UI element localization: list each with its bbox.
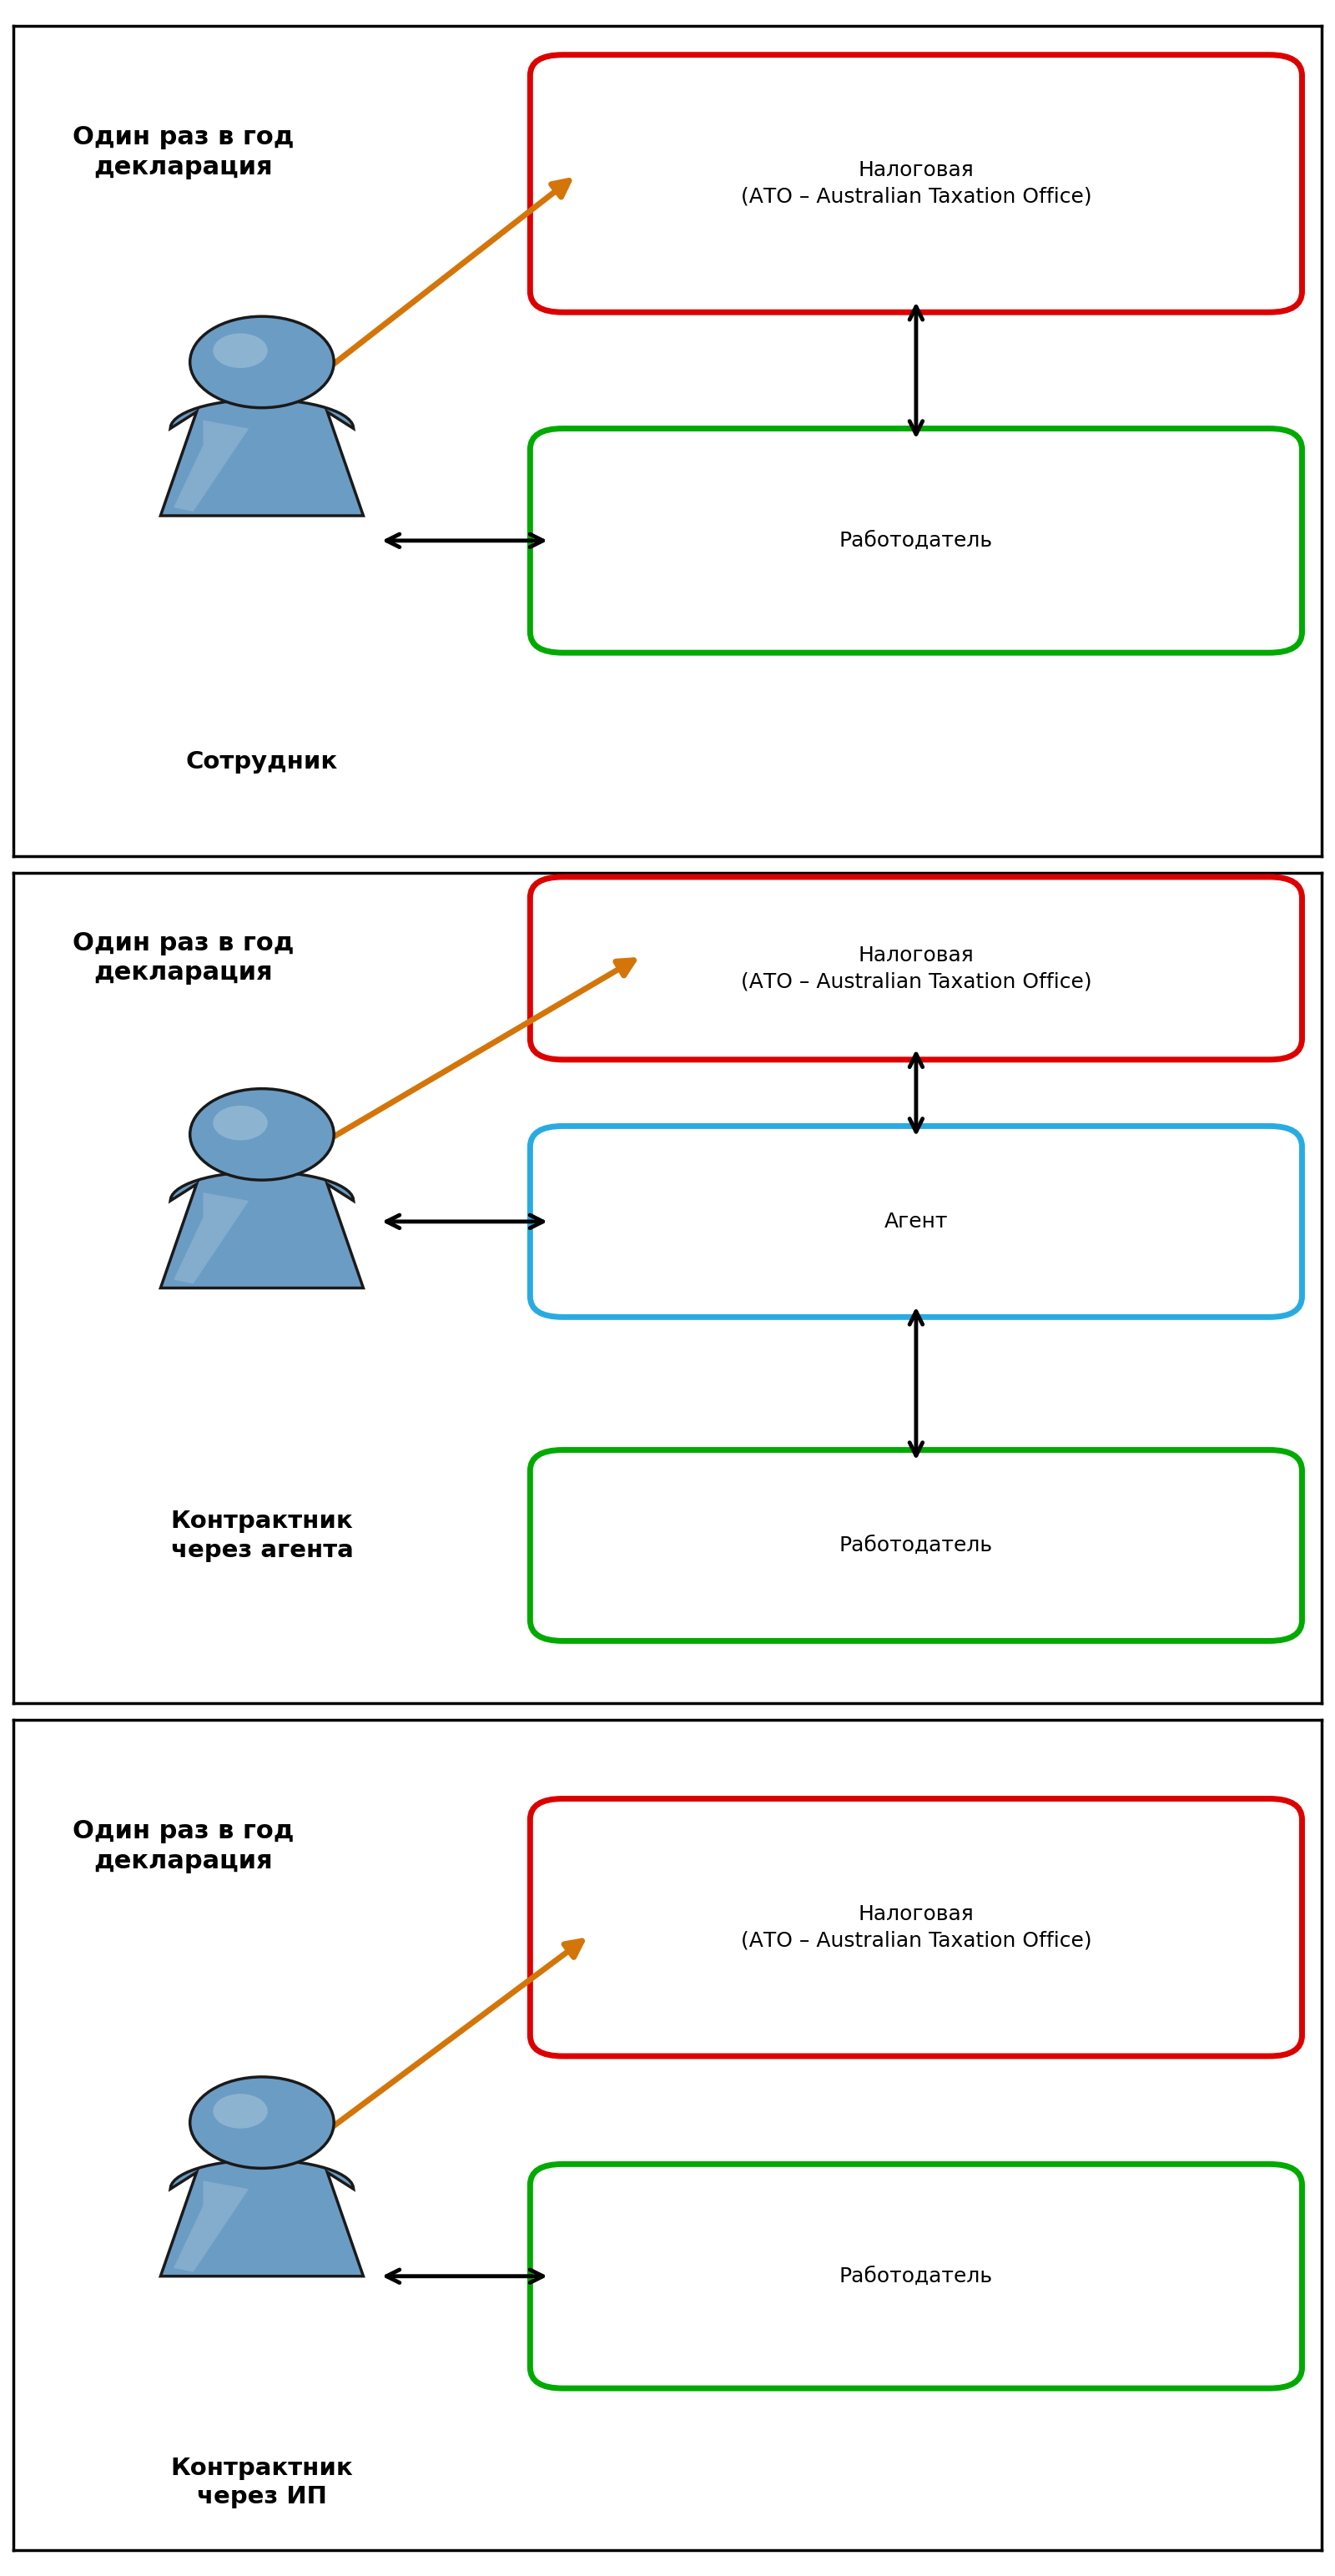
Text: Налоговая
(АТО – Australian Taxation Office): Налоговая (АТО – Australian Taxation Off…	[741, 160, 1092, 206]
Circle shape	[214, 1105, 268, 1141]
Polygon shape	[174, 1193, 248, 1283]
Circle shape	[214, 2094, 268, 2128]
FancyBboxPatch shape	[530, 54, 1302, 312]
Text: Работодатель: Работодатель	[840, 1535, 993, 1556]
Text: Работодатель: Работодатель	[840, 531, 993, 551]
Text: Контрактник
через ИП: Контрактник через ИП	[171, 2458, 354, 2509]
FancyBboxPatch shape	[530, 1126, 1302, 1316]
Text: Налоговая
(АТО – Australian Taxation Office): Налоговая (АТО – Australian Taxation Off…	[741, 1904, 1092, 1950]
Text: Контрактник
через агента: Контрактник через агента	[171, 1510, 354, 1561]
Text: Работодатель: Работодатель	[840, 2267, 993, 2287]
Polygon shape	[160, 2159, 363, 2277]
Circle shape	[190, 2076, 334, 2169]
FancyBboxPatch shape	[530, 2164, 1302, 2388]
FancyBboxPatch shape	[530, 1450, 1302, 1641]
Polygon shape	[174, 2182, 248, 2272]
Text: Налоговая
(АТО – Australian Taxation Office): Налоговая (АТО – Australian Taxation Off…	[741, 945, 1092, 992]
FancyBboxPatch shape	[530, 428, 1302, 652]
Polygon shape	[174, 420, 248, 513]
Text: Сотрудник: Сотрудник	[186, 750, 338, 773]
Circle shape	[190, 1090, 334, 1180]
FancyBboxPatch shape	[530, 1798, 1302, 2056]
Polygon shape	[160, 399, 363, 515]
Circle shape	[190, 317, 334, 407]
FancyBboxPatch shape	[530, 876, 1302, 1059]
Polygon shape	[160, 1172, 363, 1288]
Text: Один раз в год
декларация: Один раз в год декларация	[72, 930, 294, 984]
Text: Один раз в год
декларация: Один раз в год декларация	[72, 126, 294, 180]
Circle shape	[214, 332, 268, 368]
Text: Один раз в год
декларация: Один раз в год декларация	[72, 1819, 294, 1873]
Text: Агент: Агент	[884, 1211, 948, 1231]
